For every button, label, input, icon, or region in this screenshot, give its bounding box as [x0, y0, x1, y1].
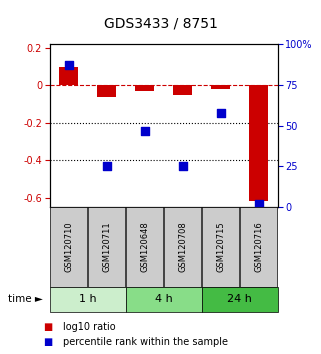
Text: GSM120711: GSM120711 [102, 222, 111, 272]
Text: 24 h: 24 h [227, 294, 252, 304]
Text: ■: ■ [43, 337, 53, 347]
Text: GDS3433 / 8751: GDS3433 / 8751 [104, 16, 217, 30]
Text: 4 h: 4 h [155, 294, 173, 304]
Point [218, 110, 223, 115]
Bar [97, 85, 116, 97]
Text: log10 ratio: log10 ratio [63, 322, 115, 332]
Bar [211, 85, 230, 89]
Text: GSM120708: GSM120708 [178, 222, 187, 272]
Text: 1 h: 1 h [79, 294, 97, 304]
Bar [135, 85, 154, 91]
Text: time ►: time ► [8, 294, 43, 304]
Bar [59, 67, 78, 85]
Text: ■: ■ [43, 322, 53, 332]
Bar [173, 85, 192, 95]
Point [66, 63, 71, 68]
Text: percentile rank within the sample: percentile rank within the sample [63, 337, 228, 347]
Text: GSM120710: GSM120710 [64, 222, 73, 272]
Point [142, 128, 147, 133]
Point [256, 201, 261, 207]
Text: GSM120716: GSM120716 [254, 222, 263, 272]
Bar [249, 85, 268, 201]
Point [180, 164, 185, 169]
Text: GSM120715: GSM120715 [216, 222, 225, 272]
Point [104, 164, 109, 169]
Text: GSM120648: GSM120648 [140, 222, 149, 272]
